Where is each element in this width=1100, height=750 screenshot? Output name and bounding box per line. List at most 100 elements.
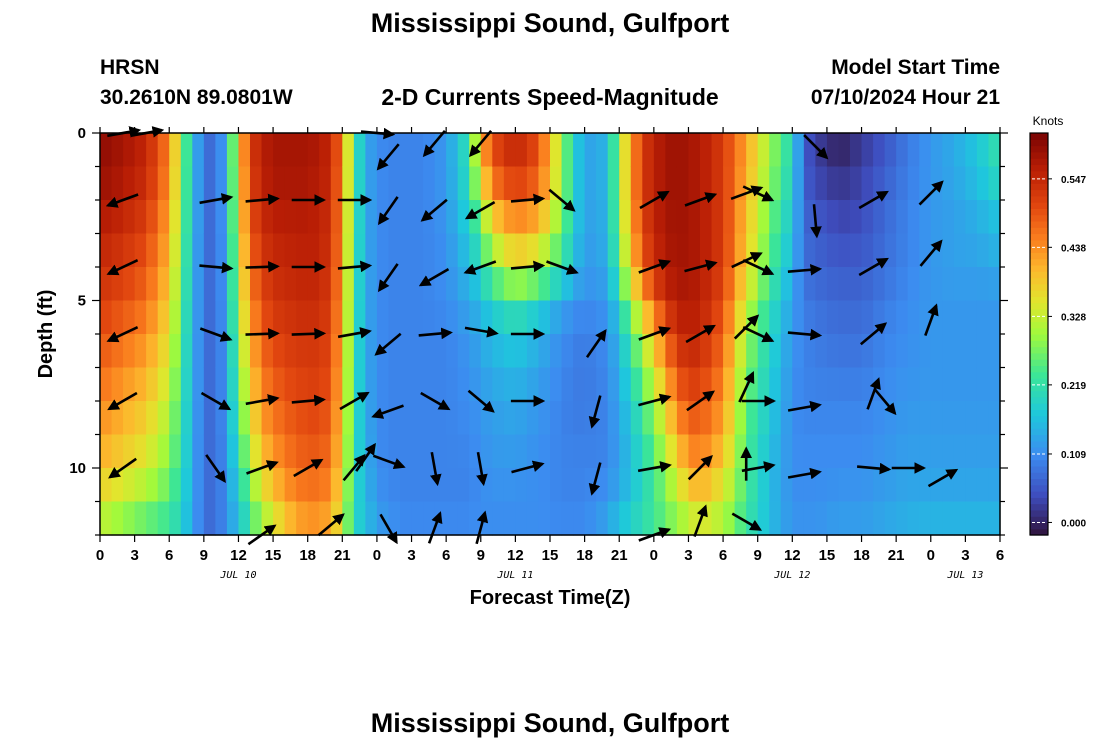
heatmap-cell (365, 233, 378, 268)
heatmap-cell (988, 300, 1001, 335)
heatmap-cell (850, 501, 863, 536)
heatmap-cell (850, 434, 863, 469)
heatmap-cell (353, 166, 366, 201)
heatmap-cell (584, 200, 597, 235)
heatmap-cell (653, 434, 666, 469)
heatmap-cell (896, 401, 909, 436)
heatmap-cell (411, 401, 424, 436)
heatmap-cell (700, 401, 713, 436)
heatmap-cell (134, 233, 147, 268)
heatmap-cell (953, 468, 966, 503)
heatmap-cell (192, 166, 205, 201)
heatmap-cell (550, 334, 563, 369)
heatmap-cell (561, 401, 574, 436)
heatmap-cell (965, 166, 978, 201)
heatmap-cell (676, 300, 690, 335)
current-vector-arrow (245, 394, 280, 406)
colorbar-segment (1030, 472, 1048, 480)
station-id: HRSN (100, 56, 160, 79)
heatmap-cell (169, 200, 182, 235)
heatmap-cell (803, 133, 816, 168)
heatmap-cell (607, 166, 620, 201)
heatmap-cell (411, 468, 424, 503)
heatmap-cell (457, 233, 470, 268)
heatmap-cell (273, 367, 286, 402)
heatmap-cell (630, 501, 643, 536)
heatmap-cell (711, 334, 724, 369)
heatmap-cell (873, 401, 886, 436)
heatmap-cell (376, 468, 390, 503)
heatmap-cell (296, 267, 309, 302)
heatmap-cell (850, 468, 863, 503)
heatmap-cell (780, 166, 793, 201)
heatmap-cell (100, 133, 113, 168)
heatmap-cell (573, 267, 586, 302)
current-vector-arrow (787, 467, 822, 480)
heatmap-cell (423, 468, 436, 503)
heatmap-cell (676, 468, 690, 503)
heatmap-cell (746, 468, 759, 503)
heatmap-cell (573, 468, 586, 503)
heatmap-cell (734, 200, 747, 235)
heatmap-cell (203, 233, 216, 268)
heatmap-cell (861, 166, 874, 201)
colorbar-segment (1030, 528, 1048, 536)
heatmap-cell (688, 367, 701, 402)
heatmap-cell (250, 434, 263, 469)
colorbar-segment (1030, 509, 1048, 517)
heatmap-cell (111, 166, 124, 201)
current-vector-arrow (377, 196, 399, 226)
date-label: JUL 12 (773, 570, 810, 581)
x-tick-label: 21 (611, 547, 628, 564)
current-vector-arrow (205, 454, 226, 484)
heatmap-cell (619, 300, 632, 335)
heatmap-cell (238, 367, 251, 402)
colorbar-segment (1030, 340, 1048, 348)
current-vector-arrow (317, 513, 345, 537)
heatmap-cell (653, 233, 666, 268)
heatmap-cell (319, 200, 332, 235)
heatmap-cell (457, 367, 470, 402)
heatmap-cell (469, 267, 482, 302)
heatmap-cell (480, 367, 493, 402)
heatmap-cell (238, 401, 251, 436)
heatmap-cell (342, 133, 355, 168)
heatmap-cell (526, 233, 540, 268)
heatmap-cell (988, 267, 1001, 302)
colorbar-segment (1030, 264, 1048, 272)
heatmap-cell (815, 334, 828, 369)
current-vector-arrow (803, 134, 829, 160)
heatmap-cell (584, 133, 597, 168)
heatmap-cell (296, 200, 309, 235)
heatmap-cell (757, 434, 770, 469)
heatmap-cell (446, 334, 459, 369)
heatmap-cell (780, 367, 793, 402)
heatmap-cell (388, 200, 401, 235)
heatmap-cell (146, 166, 159, 201)
heatmap-cell (284, 401, 297, 436)
heatmap-cell (123, 267, 136, 302)
heatmap-cell (907, 334, 920, 369)
current-vector-arrow (468, 129, 493, 158)
heatmap-cell (146, 401, 159, 436)
heatmap-cell (296, 300, 309, 335)
heatmap-cell (746, 501, 759, 536)
heatmap-cell (757, 300, 770, 335)
heatmap-cell (515, 300, 528, 335)
current-vector-arrow (476, 451, 488, 487)
heatmap-cell (826, 401, 840, 436)
heatmap-cell (884, 166, 897, 201)
heatmap-cell (930, 367, 943, 402)
heatmap-cell (146, 300, 159, 335)
heatmap-cell (365, 501, 378, 536)
heatmap-cell (907, 267, 920, 302)
heatmap-cell (803, 300, 816, 335)
current-vector-arrow (638, 393, 672, 407)
x-tick-label: 15 (819, 547, 836, 564)
heatmap-cell (134, 367, 147, 402)
heatmap-cell (215, 501, 228, 536)
heatmap-cell (342, 166, 355, 201)
heatmap-cell (215, 434, 228, 469)
heatmap-cell (538, 367, 551, 402)
heatmap-cell (676, 233, 690, 268)
